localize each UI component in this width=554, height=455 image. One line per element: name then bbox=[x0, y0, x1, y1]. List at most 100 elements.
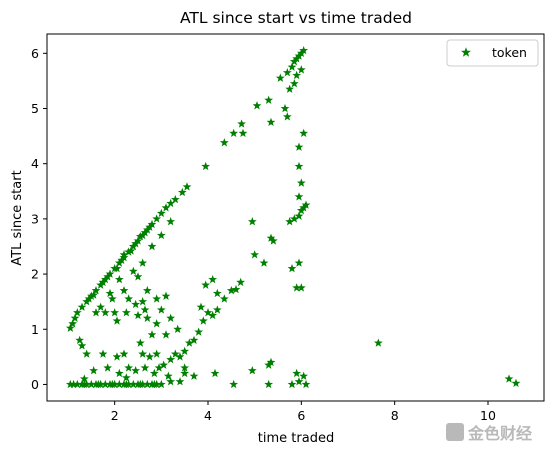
scatter-point bbox=[103, 363, 113, 372]
scatter-point bbox=[128, 379, 138, 389]
scatter-point bbox=[373, 338, 383, 347]
scatter-point bbox=[77, 302, 87, 311]
x-axis-label: time traded bbox=[258, 431, 334, 446]
scatter-point bbox=[147, 241, 157, 251]
scatter-point bbox=[98, 349, 108, 358]
legend-box bbox=[446, 39, 539, 67]
scatter-point bbox=[121, 373, 131, 382]
scatter-point bbox=[299, 45, 309, 55]
scatter-point bbox=[119, 349, 129, 358]
scatter-point bbox=[75, 335, 85, 345]
scatter-point bbox=[285, 217, 295, 226]
y-tick-label: 4 bbox=[31, 156, 39, 171]
scatter-point bbox=[275, 73, 285, 82]
scatter-point bbox=[296, 48, 306, 58]
scatter-point bbox=[208, 310, 218, 320]
scatter-point bbox=[161, 291, 171, 300]
scatter-point bbox=[268, 236, 278, 245]
scatter-point bbox=[266, 117, 276, 127]
scatter-point bbox=[292, 368, 302, 378]
scatter-point bbox=[142, 313, 152, 322]
scatter-point bbox=[112, 352, 122, 361]
scatter-point bbox=[110, 308, 120, 317]
scatter-point bbox=[166, 355, 176, 364]
scatter-point bbox=[294, 192, 304, 201]
scatter-point bbox=[142, 379, 152, 389]
watermark-text: 金色财经 bbox=[467, 424, 532, 443]
scatter-point bbox=[156, 208, 166, 218]
scatter-point bbox=[91, 286, 101, 295]
scatter-point bbox=[226, 286, 236, 295]
scatter-point bbox=[266, 357, 276, 367]
x-tick-label: 10 bbox=[480, 408, 496, 423]
scatter-point bbox=[285, 84, 295, 93]
scatter-point bbox=[149, 368, 159, 378]
scatter-point bbox=[280, 103, 290, 113]
scatter-point bbox=[128, 266, 138, 276]
scatter-point bbox=[161, 203, 171, 212]
x-axis-ticks: 2 4 6 8 10 bbox=[111, 401, 496, 423]
scatter-point bbox=[180, 346, 190, 356]
scatter-point bbox=[131, 239, 141, 248]
scatter-point bbox=[259, 258, 269, 267]
scatter-point bbox=[210, 368, 220, 378]
scatter-point bbox=[196, 302, 206, 311]
scatter-point bbox=[112, 316, 122, 325]
scatter-point bbox=[219, 138, 229, 147]
scatter-point bbox=[170, 349, 180, 358]
scatter-point bbox=[149, 379, 159, 389]
scatter-point bbox=[511, 378, 521, 388]
scatter-point bbox=[152, 214, 162, 223]
chart-title: ATL since start vs time traded bbox=[180, 9, 412, 27]
scatter-point bbox=[198, 316, 208, 325]
scatter-point bbox=[238, 128, 248, 138]
scatter-point bbox=[65, 379, 75, 389]
y-axis-label: ATL since start bbox=[10, 170, 25, 265]
scatter-point bbox=[119, 286, 129, 295]
legend[interactable]: token bbox=[446, 39, 539, 67]
scatter-point bbox=[72, 379, 82, 389]
scatter-point bbox=[82, 297, 92, 306]
scatter-point bbox=[89, 366, 99, 375]
scatter-point bbox=[229, 128, 239, 138]
scatter-point bbox=[138, 258, 148, 267]
scatter-point bbox=[175, 352, 185, 361]
scatter-point bbox=[289, 56, 299, 66]
scatter-point bbox=[166, 377, 176, 386]
scatter-point bbox=[296, 65, 306, 74]
scatter-point bbox=[105, 269, 115, 278]
scatter-point bbox=[156, 230, 166, 240]
scatter-point bbox=[201, 280, 211, 289]
scatter-point bbox=[154, 363, 164, 372]
scatter-point bbox=[294, 142, 304, 151]
legend-star-icon bbox=[461, 47, 471, 57]
scatter-point bbox=[121, 308, 131, 317]
scatter-point bbox=[287, 379, 297, 389]
scatter-point bbox=[289, 79, 299, 88]
scatter-point bbox=[121, 379, 131, 389]
scatter-point bbox=[180, 363, 190, 372]
scatter-point bbox=[140, 305, 150, 314]
scatter-point bbox=[299, 128, 309, 138]
scatter-point bbox=[100, 274, 110, 284]
scatter-point bbox=[294, 51, 304, 60]
y-tick-label: 5 bbox=[31, 101, 39, 116]
scatter-point bbox=[166, 198, 176, 208]
scatter-point bbox=[175, 377, 185, 386]
scatter-point bbox=[98, 277, 108, 287]
scatter-point bbox=[128, 241, 138, 251]
scatter-point bbox=[147, 330, 157, 339]
scatter-point bbox=[201, 161, 211, 171]
scatter-point bbox=[292, 54, 302, 63]
scatter-point bbox=[131, 366, 141, 375]
scatter-point bbox=[96, 302, 106, 311]
axes-frame bbox=[46, 33, 545, 402]
x-tick-label: 6 bbox=[297, 408, 305, 423]
scatter-point bbox=[212, 305, 222, 314]
scatter-point bbox=[72, 308, 82, 317]
scatter-point bbox=[145, 352, 155, 361]
scatter-point bbox=[140, 363, 150, 372]
scatter-point bbox=[152, 349, 162, 358]
scatter-point bbox=[173, 324, 183, 333]
scatter-point bbox=[82, 349, 92, 358]
